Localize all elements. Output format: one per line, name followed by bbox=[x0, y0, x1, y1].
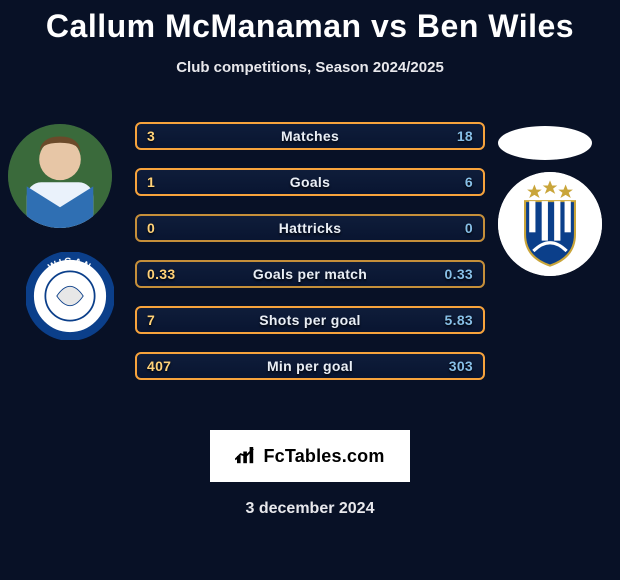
stat-label: Matches bbox=[281, 128, 339, 144]
stat-right-value: 303 bbox=[449, 354, 473, 378]
chart-icon bbox=[235, 447, 257, 465]
stat-left-value: 3 bbox=[147, 124, 155, 148]
stat-right-value: 6 bbox=[465, 170, 473, 194]
huddersfield-crest-icon bbox=[498, 172, 602, 276]
comparison-stage: WIGAN ATHLETIC 3 Matches bbox=[0, 104, 620, 424]
player-left-avatar bbox=[8, 124, 112, 228]
stat-label: Hattricks bbox=[279, 220, 342, 236]
stat-right-value: 18 bbox=[457, 124, 473, 148]
subtitle: Club competitions, Season 2024/2025 bbox=[0, 59, 620, 76]
stat-row-matches: 3 Matches 18 bbox=[135, 122, 485, 150]
stat-right-value: 0 bbox=[465, 216, 473, 240]
stat-label: Shots per goal bbox=[259, 312, 360, 328]
stat-row-goals: 1 Goals 6 bbox=[135, 168, 485, 196]
stat-label: Min per goal bbox=[267, 358, 353, 374]
stat-bars: 3 Matches 18 1 Goals 6 0 Hattricks 0 0.3… bbox=[135, 122, 485, 398]
club-right-badge bbox=[498, 172, 602, 276]
club-left-badge: WIGAN ATHLETIC bbox=[26, 252, 114, 340]
person-icon bbox=[8, 124, 112, 228]
stat-row-hattricks: 0 Hattricks 0 bbox=[135, 214, 485, 242]
page-title: Callum McManaman vs Ben Wiles bbox=[0, 0, 620, 45]
stat-row-mpg: 407 Min per goal 303 bbox=[135, 352, 485, 380]
brand-box: FcTables.com bbox=[210, 430, 410, 482]
stat-left-value: 0 bbox=[147, 216, 155, 240]
brand-text: FcTables.com bbox=[263, 446, 384, 467]
stat-left-value: 0.33 bbox=[147, 262, 175, 286]
stat-right-value: 5.83 bbox=[445, 308, 473, 332]
stat-label: Goals per match bbox=[253, 266, 367, 282]
wigan-crest-icon: WIGAN ATHLETIC bbox=[26, 252, 114, 340]
player-right-placeholder bbox=[498, 126, 592, 160]
stat-left-value: 407 bbox=[147, 354, 171, 378]
stat-row-spg: 7 Shots per goal 5.83 bbox=[135, 306, 485, 334]
stat-left-value: 1 bbox=[147, 170, 155, 194]
stat-label: Goals bbox=[290, 174, 330, 190]
stat-left-value: 7 bbox=[147, 308, 155, 332]
stat-right-value: 0.33 bbox=[445, 262, 473, 286]
date-text: 3 december 2024 bbox=[0, 500, 620, 518]
stat-row-gpm: 0.33 Goals per match 0.33 bbox=[135, 260, 485, 288]
